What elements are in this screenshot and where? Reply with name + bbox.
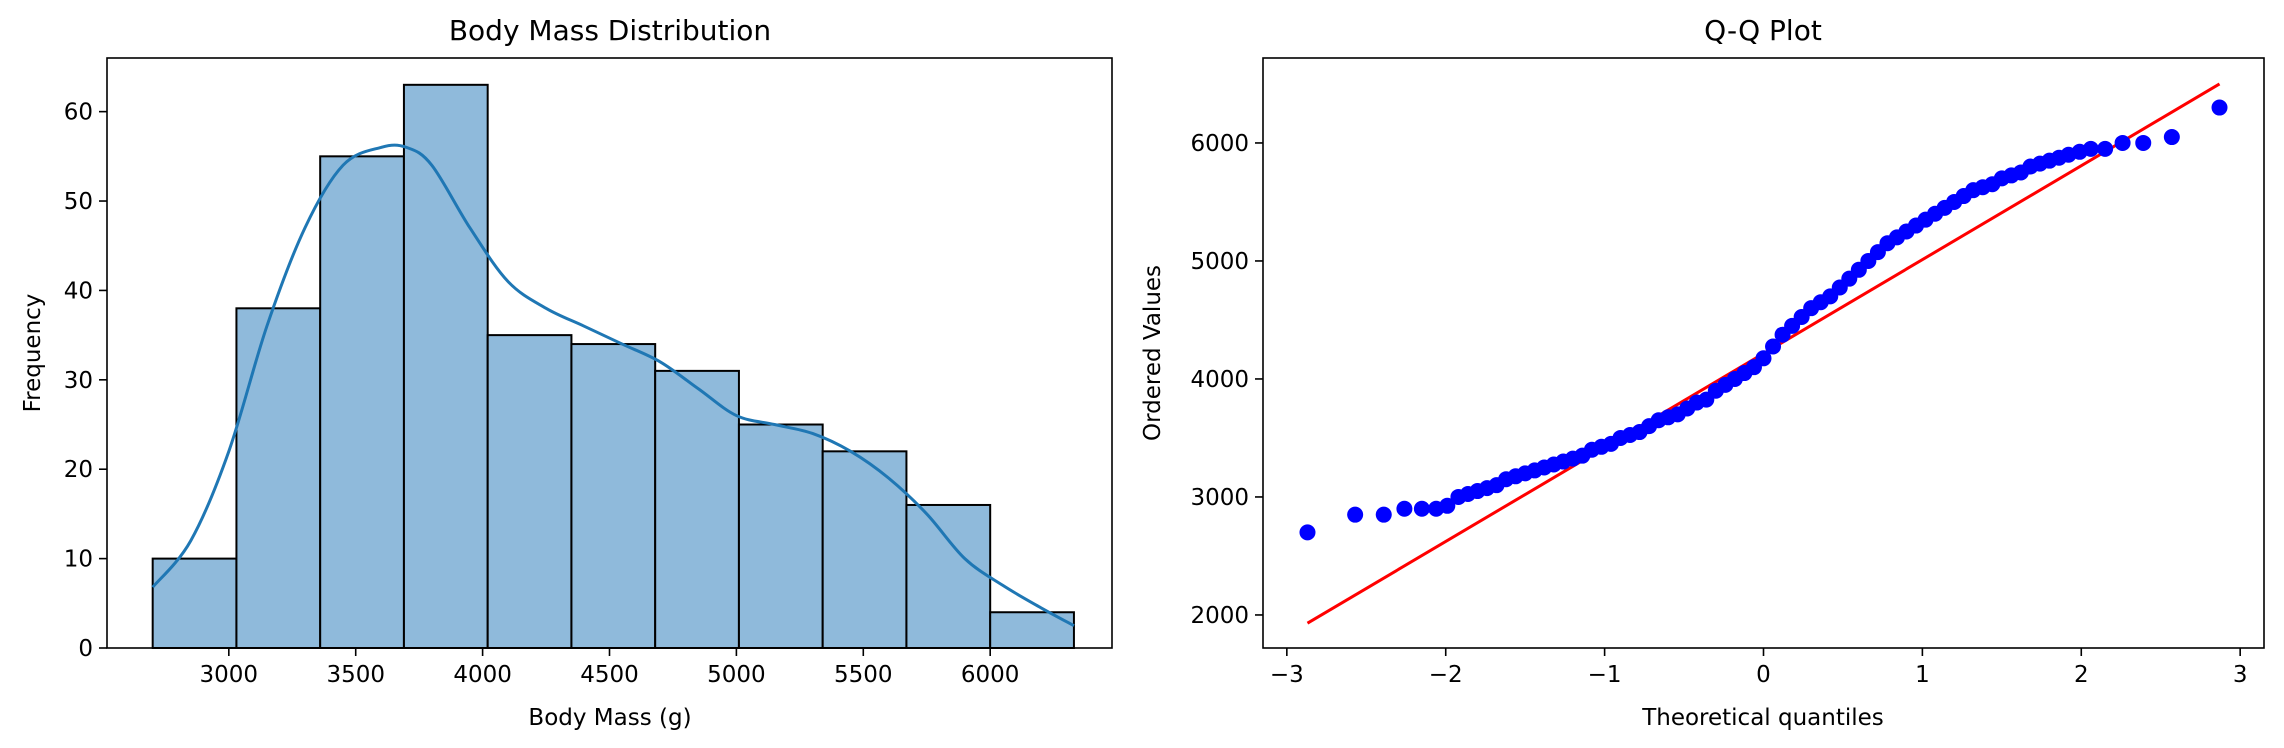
- x-tick-label: 6000: [961, 662, 1020, 688]
- qq-plot-panel: Q-Q Plot −3 −2 −1 0 1 2 3 2000 3000 4000 5000 6000…: [1140, 14, 2265, 731]
- histogram-bar: [402, 83, 489, 650]
- qq-point: [1299, 524, 1316, 541]
- y-tick-label: 0: [78, 636, 93, 662]
- x-tick-label: 3000: [200, 662, 259, 688]
- histogram-y-label: Frequency: [20, 294, 46, 413]
- histogram-bar: [737, 423, 824, 649]
- x-tick-label: −1: [1588, 662, 1622, 688]
- x-tick-label: 3500: [326, 662, 385, 688]
- qq-y-ticks: 2000 3000 4000 5000 6000: [1190, 131, 1263, 629]
- x-tick-label: 2: [2074, 662, 2089, 688]
- x-tick-label: 3: [2233, 662, 2248, 688]
- histogram-bar: [319, 155, 405, 649]
- qq-point: [2211, 99, 2228, 116]
- histogram-bars: [151, 83, 1075, 650]
- x-tick-label: 1: [1915, 662, 1930, 688]
- histogram-bar: [570, 343, 657, 649]
- y-tick-label: 60: [64, 100, 93, 126]
- qq-point: [1347, 506, 1364, 523]
- qq-point: [2114, 134, 2131, 151]
- histogram-bar: [905, 503, 992, 649]
- y-tick-label: 40: [64, 278, 93, 304]
- qq-point: [1765, 338, 1782, 355]
- histogram-bar: [486, 334, 573, 649]
- histogram-x-label: Body Mass (g): [528, 705, 691, 731]
- qq-point: [1439, 497, 1456, 514]
- y-tick-label: 50: [64, 189, 93, 215]
- x-tick-label: −3: [1270, 662, 1304, 688]
- y-tick-label: 4000: [1190, 367, 1249, 393]
- qq-point: [1396, 500, 1413, 517]
- qq-point: [2097, 140, 2114, 157]
- x-tick-label: −2: [1429, 662, 1463, 688]
- histogram-title: Body Mass Distribution: [449, 14, 771, 47]
- qq-x-label: Theoretical quantiles: [1641, 705, 1884, 731]
- x-tick-label: 0: [1756, 662, 1771, 688]
- kde-line: [151, 143, 1075, 627]
- y-tick-label: 6000: [1190, 131, 1249, 157]
- x-tick-label: 5000: [707, 662, 766, 688]
- qq-point: [2163, 129, 2180, 146]
- histogram-x-ticks: 3000 3500 4000 4500 5000 5500 6000: [200, 648, 1020, 688]
- y-tick-label: 2000: [1190, 603, 1249, 629]
- histogram-bar: [235, 307, 322, 649]
- histogram-y-ticks: 0 10 20 30 40 50 60: [64, 100, 107, 662]
- qq-point: [1375, 506, 1392, 523]
- histogram-bar: [654, 369, 740, 649]
- x-tick-label: 4500: [580, 662, 639, 688]
- y-tick-label: 10: [64, 547, 93, 573]
- x-tick-label: 4000: [453, 662, 512, 688]
- y-tick-label: 30: [64, 368, 93, 394]
- qq-y-label: Ordered Values: [1140, 265, 1166, 441]
- qq-point: [2082, 140, 2099, 157]
- qq-point: [1413, 500, 1430, 517]
- qq-point: [2135, 134, 2152, 151]
- y-tick-label: 5000: [1190, 249, 1249, 275]
- qq-points: [1299, 99, 2228, 541]
- qq-x-ticks: −3 −2 −1 0 1 2 3: [1270, 648, 2248, 688]
- y-tick-label: 3000: [1190, 485, 1249, 511]
- x-tick-label: 5500: [834, 662, 893, 688]
- y-tick-label: 20: [64, 457, 93, 483]
- qq-point: [1755, 350, 1772, 367]
- histogram-panel: Body Mass Distribution 3000 3500 4000 4500 5…: [20, 14, 1113, 731]
- qq-title: Q-Q Plot: [1704, 14, 1822, 47]
